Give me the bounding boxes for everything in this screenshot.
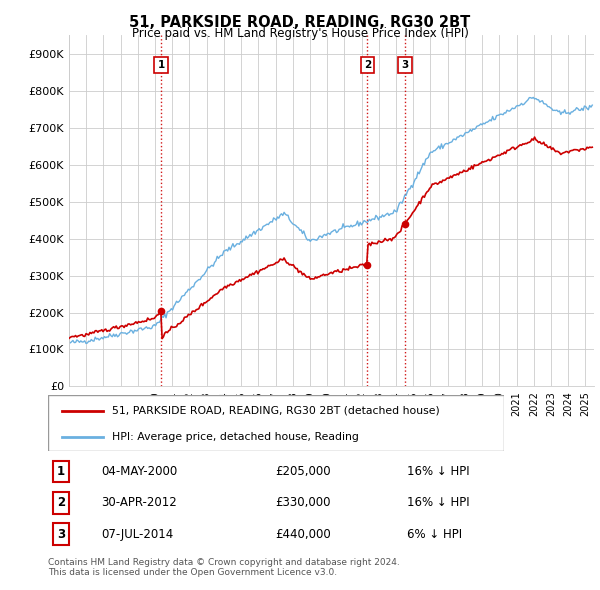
Text: 16% ↓ HPI: 16% ↓ HPI [407,466,470,478]
Text: Price paid vs. HM Land Registry's House Price Index (HPI): Price paid vs. HM Land Registry's House … [131,27,469,40]
Text: HPI: Average price, detached house, Reading: HPI: Average price, detached house, Read… [112,432,359,442]
Text: 04-MAY-2000: 04-MAY-2000 [101,466,177,478]
Text: 1: 1 [157,60,165,70]
Text: 30-APR-2012: 30-APR-2012 [101,496,176,510]
Text: 51, PARKSIDE ROAD, READING, RG30 2BT: 51, PARKSIDE ROAD, READING, RG30 2BT [130,15,470,30]
Text: 3: 3 [57,527,65,540]
Text: 51, PARKSIDE ROAD, READING, RG30 2BT (detached house): 51, PARKSIDE ROAD, READING, RG30 2BT (de… [112,406,440,416]
Text: 2: 2 [57,496,65,510]
Text: 2: 2 [364,60,371,70]
Text: 1: 1 [57,466,65,478]
Text: £440,000: £440,000 [275,527,331,540]
Text: 07-JUL-2014: 07-JUL-2014 [101,527,173,540]
Text: £205,000: £205,000 [275,466,331,478]
Text: Contains HM Land Registry data © Crown copyright and database right 2024.
This d: Contains HM Land Registry data © Crown c… [48,558,400,577]
Text: 6% ↓ HPI: 6% ↓ HPI [407,527,462,540]
Text: 16% ↓ HPI: 16% ↓ HPI [407,496,470,510]
FancyBboxPatch shape [48,395,504,451]
Text: £330,000: £330,000 [275,496,331,510]
Text: 3: 3 [401,60,409,70]
